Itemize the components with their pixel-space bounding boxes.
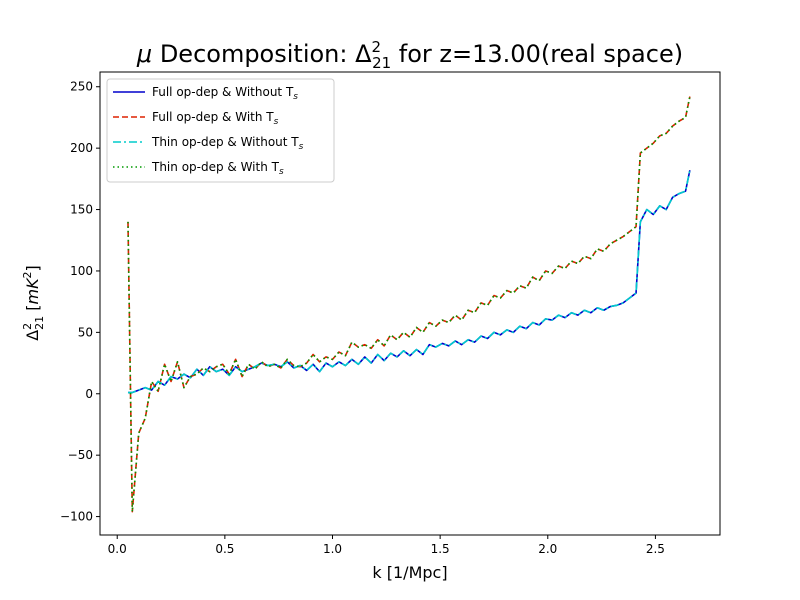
ylabel-close: ] — [23, 265, 42, 271]
y-axis: −100 −50 0 50 100 150 200 250 — [60, 80, 100, 524]
series-layer — [127, 96, 691, 513]
y-tick-label: −100 — [60, 510, 93, 524]
x-tick-label: 2.0 — [538, 542, 557, 556]
title-delta: Δ — [355, 40, 372, 68]
ylabel-delta: Δ — [23, 330, 42, 341]
y-tick-label: 250 — [70, 80, 93, 94]
ylabel-open: [ — [23, 305, 42, 316]
y-axis-label: Δ221 [mK2] — [21, 265, 46, 341]
legend-label-0: Full op-dep & Without Ts — [152, 85, 298, 102]
x-tick-label: 0.0 — [108, 542, 127, 556]
legend-box — [106, 78, 335, 183]
x-axis: 0.0 0.5 1.0 1.5 2.0 2.5 — [108, 535, 665, 556]
y-tick-label: 0 — [85, 387, 93, 401]
x-tick-label: 0.5 — [215, 542, 234, 556]
legend-label-1: Full op-dep & With Ts — [152, 110, 279, 127]
y-tick-label: 200 — [70, 141, 93, 155]
legend-label-2: Thin op-dep & Without Ts — [151, 135, 304, 152]
ylabel-unit-sup: 2 — [21, 271, 34, 278]
legend-label-3: Thin op-dep & With Ts — [151, 160, 284, 177]
x-axis-label: k [1/Mpc] — [372, 563, 447, 582]
y-tick-label: −50 — [68, 448, 93, 462]
x-tick-label: 2.5 — [646, 542, 665, 556]
legend: Full op-dep & Without Ts Full op-dep & Wi… — [106, 78, 335, 183]
x-tick-label: 1.5 — [431, 542, 450, 556]
y-tick-label: 100 — [70, 264, 93, 278]
title-mu: μ — [136, 40, 152, 68]
chart-title: μ Decomposition: Δ2 21 for z=13.00(real s… — [136, 38, 683, 72]
title-pre: Decomposition: — [152, 40, 355, 68]
plot-frame — [99, 71, 721, 536]
ylabel-sup: 2 — [21, 323, 34, 330]
y-tick-label: 150 — [70, 203, 93, 217]
ylabel-unit: mK — [23, 277, 42, 305]
x-tick-label: 1.0 — [323, 542, 342, 556]
y-tick-label: 50 — [78, 325, 93, 339]
title-sup: 2 — [372, 38, 382, 56]
title-sub: 21 — [372, 54, 391, 72]
title-post: for z=13.00(real space) — [391, 40, 683, 68]
series-line-2 — [127, 170, 691, 394]
series-line-3 — [127, 96, 691, 513]
ylabel-sub: 21 — [33, 316, 46, 330]
